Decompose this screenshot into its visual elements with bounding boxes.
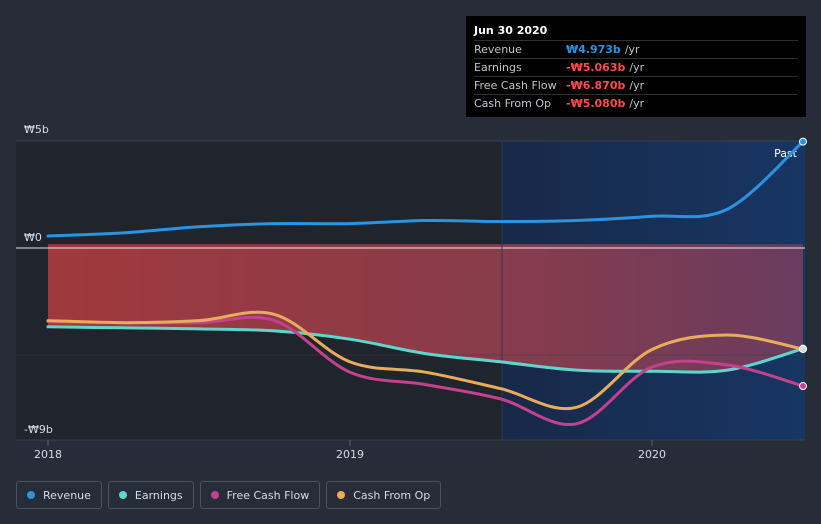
negative-area [48, 244, 803, 373]
legend-label: Cash From Op [353, 488, 431, 502]
free-cash-flow-dot-icon [210, 491, 219, 499]
tooltip-label: Cash From Op [474, 97, 552, 110]
x-tick-label: 2019 [336, 448, 364, 461]
tooltip-label: Free Cash Flow [474, 79, 557, 92]
earnings-dot-icon [118, 491, 127, 499]
tooltip-unit: /yr [629, 97, 645, 110]
tooltip-row-free-cash-flow: Free Cash Flow -₩6.870b /yr [474, 76, 798, 94]
tooltip-label: Earnings [474, 61, 522, 74]
x-tick-label: 2020 [638, 448, 666, 461]
series-line-revenue [46, 140, 805, 238]
end-dot-cash-from-op [799, 345, 807, 354]
tooltip-row-cash-from-op: Cash From Op -₩5.080b /yr [474, 94, 798, 112]
y-label-zero: ₩0 [24, 231, 42, 244]
tooltip-label: Revenue [474, 43, 522, 56]
tooltip-date: Jun 30 2020 [474, 24, 548, 37]
tooltip-unit: /yr [629, 79, 645, 92]
legend-label: Revenue [43, 488, 91, 502]
tooltip-value: -₩5.063b [566, 61, 626, 74]
legend-item-cash-from-op[interactable]: Cash From Op [326, 481, 442, 509]
end-dot-revenue [799, 137, 807, 146]
legend-label: Free Cash Flow [226, 488, 310, 502]
tooltip-unit: /yr [629, 61, 645, 74]
tooltip-row-revenue: Revenue ₩4.973b /yr [474, 40, 798, 58]
legend-item-revenue[interactable]: Revenue [16, 481, 102, 509]
end-dot-free-cash-flow [799, 382, 807, 391]
tooltip-value: ₩4.973b [566, 43, 621, 56]
legend-label: Earnings [134, 488, 183, 502]
tooltip-row-earnings: Earnings -₩5.063b /yr [474, 58, 798, 76]
series-line-cash-from-op [46, 310, 805, 411]
series-line-earnings [46, 325, 805, 374]
past-label: Past [774, 147, 798, 160]
tooltip-value: -₩6.870b [566, 79, 626, 92]
tooltip-value: -₩5.080b [566, 97, 626, 110]
legend-item-free-cash-flow[interactable]: Free Cash Flow [199, 481, 321, 509]
revenue-dot-icon [27, 491, 35, 499]
x-tick-label: 2018 [34, 448, 62, 461]
y-label-bottom: -₩9b [24, 423, 53, 436]
legend: Revenue Earnings Free Cash Flow Cash Fro… [16, 481, 442, 509]
y-label-top: ₩5b [24, 123, 49, 136]
cash-from-op-dot-icon [337, 491, 346, 499]
tooltip-unit: /yr [624, 43, 640, 56]
legend-item-earnings[interactable]: Earnings [107, 481, 194, 509]
tooltip: Jun 30 2020 Revenue ₩4.973b /yr Earnings… [466, 16, 806, 117]
